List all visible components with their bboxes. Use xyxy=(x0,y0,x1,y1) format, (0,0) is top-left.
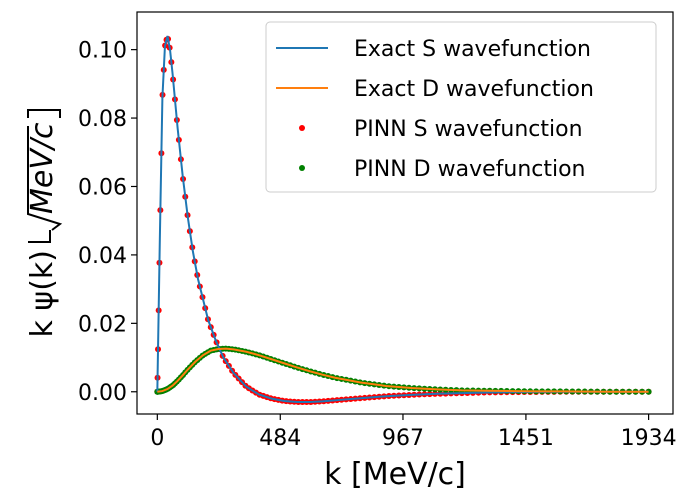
y-tick-label: 0.00 xyxy=(78,381,127,406)
x-axis-title: k [MeV/c] xyxy=(324,457,466,492)
y-tick-label: 0.08 xyxy=(78,107,127,132)
y-tick-label: 0.04 xyxy=(78,244,127,269)
legend-label: PINN D wavefunction xyxy=(354,157,586,182)
x-tick-label: 1934 xyxy=(621,426,677,451)
y-axis-title-close-bracket xyxy=(27,109,61,118)
plot-marks xyxy=(154,35,652,406)
y-tick-label: 0.06 xyxy=(78,175,127,200)
legend-label: Exact S wavefunction xyxy=(354,37,591,62)
axes: 0 484 967 1451 1934 0.00 0.02 0.04 0.06 0.08 0.10 xyxy=(78,39,677,451)
legend-marker-swatch xyxy=(299,165,305,171)
legend-label: PINN S wavefunction xyxy=(354,117,583,142)
y-axis-title: k ψ(k) MeV/c xyxy=(25,109,63,337)
legend-label: Exact D wavefunction xyxy=(354,77,594,102)
legend-marker-swatch xyxy=(299,125,305,131)
series-line-1 xyxy=(157,347,649,393)
y-axis-title-unit: MeV/c xyxy=(25,122,60,214)
x-tick-label: 484 xyxy=(259,426,301,451)
legend-box xyxy=(265,21,657,193)
x-tick-label: 967 xyxy=(382,426,424,451)
x-tick-label: 0 xyxy=(150,426,164,451)
y-axis-title-radical xyxy=(27,126,63,243)
x-tick-label: 1451 xyxy=(498,426,554,451)
plot-frame xyxy=(136,11,674,415)
y-axis-title-prefix: k ψ(k) xyxy=(25,250,60,337)
y-tick-label: 0.02 xyxy=(78,312,127,337)
series-line-0 xyxy=(156,35,649,404)
legend: Exact S wavefunction Exact D wavefunction… xyxy=(265,21,657,193)
y-tick-label: 0.10 xyxy=(78,39,127,64)
